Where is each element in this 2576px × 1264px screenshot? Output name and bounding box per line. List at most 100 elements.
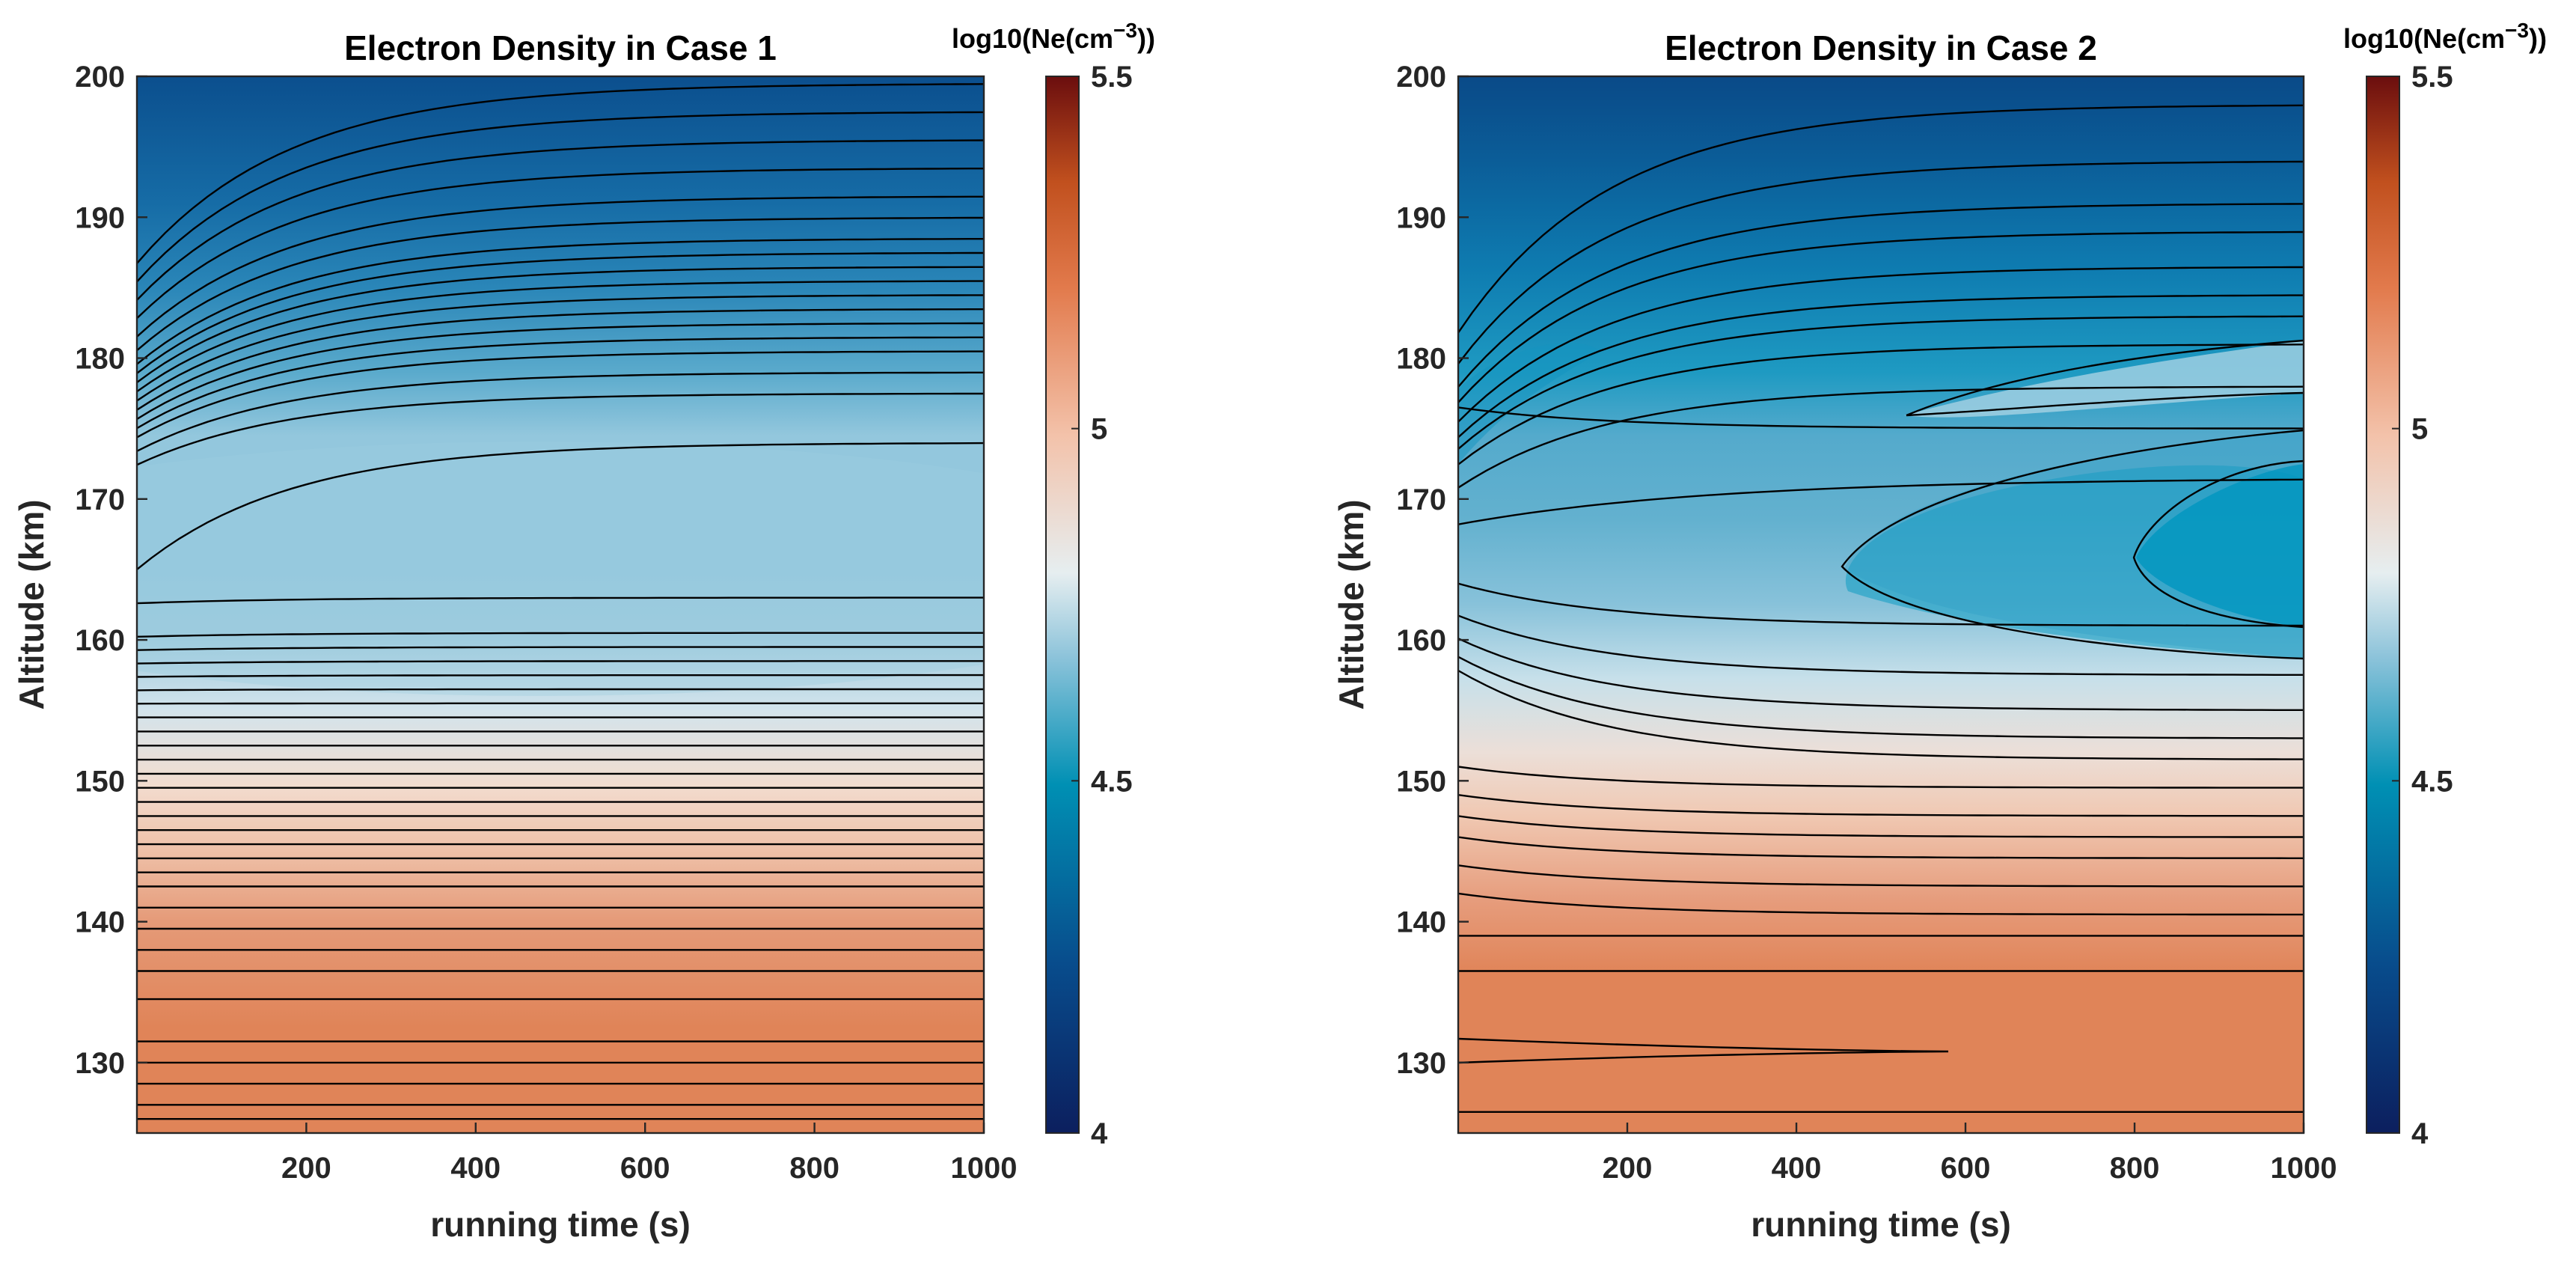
x-axis-label-2: running time (s) — [1751, 1205, 2011, 1244]
x-ticks-1: 200 400 600 800 1000 — [281, 1123, 1017, 1185]
contour-line — [1458, 638, 2304, 711]
colorbar-tick-label: 5.5 — [1091, 61, 1133, 94]
axes-frame-2 — [1457, 75, 2305, 1135]
contour-line — [137, 139, 984, 301]
panel-case-1: Electron Density in Case 1 200 400 600 800 1… — [12, 19, 1155, 1244]
contour-line — [1458, 1037, 1949, 1064]
y-axis-label-1: Altitude (km) — [12, 499, 51, 709]
x-tick-label: 200 — [281, 1152, 331, 1185]
contour-line — [1458, 315, 2304, 450]
panel-case-2: Electron Density in Case 2 200 400 600 800 1… — [1332, 19, 2547, 1244]
contour-line — [137, 266, 984, 383]
colorbar-1 — [1045, 76, 1080, 1134]
contour-line — [137, 646, 984, 651]
contour-line — [137, 371, 984, 452]
colorbar-tick-label: 5.5 — [2411, 61, 2453, 94]
contour-line — [137, 596, 984, 605]
colorbar-ticks-1: 4 4.5 5 5.5 — [1071, 61, 1133, 1150]
contour-line — [1458, 266, 2304, 423]
contour-line — [137, 660, 984, 665]
svg-text:log10(Ne(cm−3)): log10(Ne(cm−3)) — [2343, 19, 2547, 54]
colorbar-tick-label: 4 — [1091, 1117, 1108, 1150]
contour-line — [137, 442, 984, 570]
y-tick-label: 200 — [1396, 61, 1446, 94]
y-tick-label: 140 — [75, 906, 125, 939]
contour-line — [137, 216, 984, 352]
contour-line — [137, 702, 984, 705]
y-ticks-2: 130 140 150 160 170 180 190 200 — [1396, 61, 1469, 1080]
y-tick-label: 180 — [1396, 343, 1446, 376]
contour-line — [137, 322, 984, 421]
contour-line — [1458, 294, 2304, 439]
y-tick-label: 200 — [75, 61, 125, 94]
contour-line — [1458, 203, 2304, 388]
x-tick-label: 400 — [450, 1152, 501, 1185]
x-tick-label: 1000 — [2271, 1152, 2337, 1185]
y-tick-label: 140 — [1396, 906, 1446, 939]
contour-line — [1458, 344, 2304, 465]
y-tick-label: 190 — [75, 201, 125, 234]
colorbar-tick-label: 4 — [2411, 1117, 2429, 1150]
x-tick-label: 200 — [1603, 1152, 1653, 1185]
x-tick-label: 600 — [1941, 1152, 1991, 1185]
y-tick-label: 170 — [75, 483, 125, 516]
contour-line — [1458, 864, 2304, 888]
contour-line — [137, 688, 984, 691]
colorbar-tick-label: 4.5 — [1091, 765, 1133, 798]
contour-line — [1458, 614, 2304, 676]
contour-line — [1458, 892, 2304, 916]
contour-line — [137, 674, 984, 678]
x-tick-label: 1000 — [951, 1152, 1018, 1185]
density-features-2 — [1458, 341, 2304, 659]
y-axis-label-2: Altitude (km) — [1332, 499, 1371, 709]
y-ticks-1: 130 140 150 160 170 180 190 200 — [75, 61, 147, 1080]
contour-line — [1458, 582, 2304, 627]
contour-line — [1458, 815, 2304, 838]
contour-line — [137, 280, 984, 393]
y-tick-label: 130 — [75, 1047, 125, 1080]
colorbar-title-2: log10(Ne(cm−3)) — [2343, 19, 2547, 54]
colorbar-tick-label: 4.5 — [2411, 765, 2453, 798]
x-ticks-2: 200 400 600 800 1000 — [1603, 1123, 2337, 1185]
x-tick-label: 400 — [1772, 1152, 1822, 1185]
chart-title-2: Electron Density in Case 2 — [1665, 28, 2097, 67]
contour-line — [1841, 429, 2304, 660]
contour-line — [137, 195, 984, 338]
contour-line — [1458, 766, 2304, 789]
contour-line — [1458, 104, 2304, 334]
chart-title-1: Electron Density in Case 1 — [344, 28, 777, 67]
colorbar-tick-label: 5 — [2411, 413, 2428, 446]
contour-line — [1458, 836, 2304, 859]
x-tick-label: 800 — [2110, 1152, 2160, 1185]
contour-line — [1458, 230, 2304, 403]
y-tick-label: 170 — [1396, 483, 1446, 516]
contour-line — [1458, 160, 2304, 364]
y-tick-label: 160 — [1396, 624, 1446, 657]
y-tick-label: 190 — [1396, 201, 1446, 234]
y-tick-label: 160 — [75, 624, 125, 657]
colorbar-ticks-2: 4 4.5 5 5.5 — [2392, 61, 2453, 1150]
contour-line — [137, 336, 984, 430]
contour-line — [1458, 406, 2304, 430]
contour-line — [1458, 478, 2304, 525]
contour-line — [1458, 794, 2304, 817]
contour-line — [137, 294, 984, 402]
colorbar-2 — [2366, 76, 2400, 1134]
x-tick-label: 600 — [620, 1152, 670, 1185]
y-tick-label: 180 — [75, 343, 125, 376]
contour-line — [137, 632, 984, 638]
contour-line — [1458, 656, 2304, 739]
colorbar-title-1: log10(Ne(cm−3)) — [952, 19, 1155, 54]
contour-line — [137, 308, 984, 411]
contour-line — [137, 350, 984, 439]
svg-text:log10(Ne(cm−3)): log10(Ne(cm−3)) — [952, 19, 1155, 54]
x-tick-label: 800 — [789, 1152, 839, 1185]
contour-line — [137, 83, 984, 264]
contour-line — [1458, 385, 2304, 489]
contour-line — [1458, 669, 2304, 760]
y-tick-label: 130 — [1396, 1047, 1446, 1080]
y-tick-label: 150 — [1396, 765, 1446, 798]
y-tick-label: 150 — [75, 765, 125, 798]
axes-frame-1 — [135, 75, 985, 1135]
